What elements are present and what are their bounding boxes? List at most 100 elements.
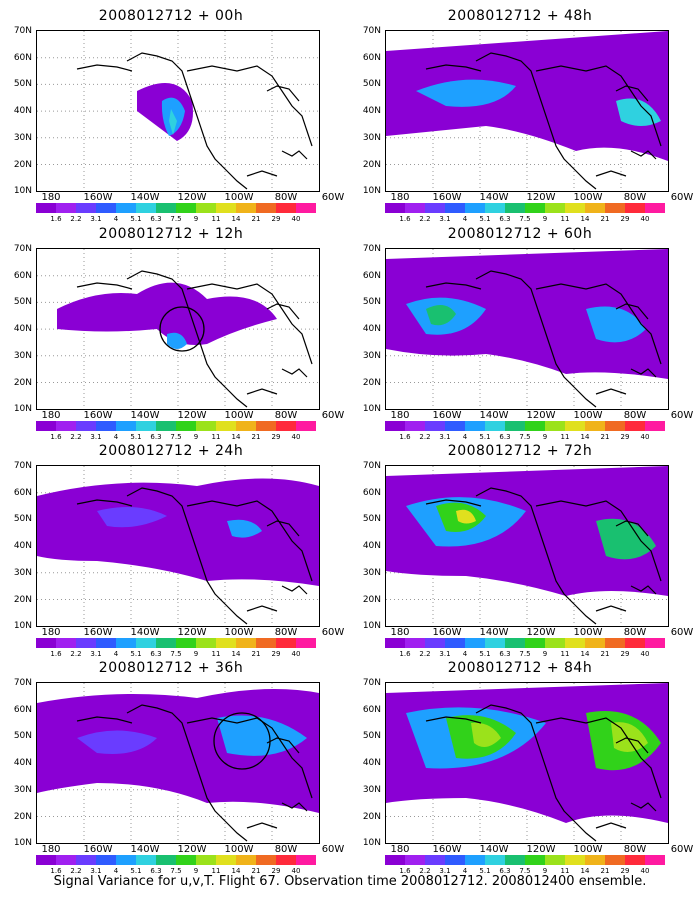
colorbar-label: 9 bbox=[542, 650, 548, 658]
colorbar-label: 14 bbox=[231, 433, 241, 441]
latitude-tick-label: 30N bbox=[13, 350, 32, 361]
colorbar-label: 3.1 bbox=[439, 433, 451, 441]
colorbar bbox=[36, 421, 316, 431]
longitude-tick-label: 100W bbox=[224, 844, 254, 855]
panel-title: 2008012712 + 00h bbox=[98, 8, 244, 24]
variance-contour bbox=[97, 507, 167, 528]
longitude-tick-label: 80W bbox=[274, 192, 298, 203]
colorbar-swatch bbox=[36, 638, 56, 648]
colorbar-swatch bbox=[425, 855, 445, 865]
colorbar-label: 7.5 bbox=[519, 433, 531, 441]
colorbar-label: 40 bbox=[291, 215, 301, 223]
colorbar-label: 29 bbox=[620, 650, 630, 658]
colorbar-label: 6.3 bbox=[499, 650, 511, 658]
colorbar-swatch bbox=[156, 421, 176, 431]
latitude-tick-label: 70N bbox=[362, 678, 381, 688]
colorbar-label: 29 bbox=[271, 215, 281, 223]
panel-title: 2008012712 + 84h bbox=[447, 660, 593, 676]
longitude-tick-label: 140W bbox=[130, 192, 160, 203]
colorbar-label: 1.6 bbox=[50, 650, 62, 658]
colorbar-label: 3.1 bbox=[90, 650, 102, 658]
colorbar-swatch bbox=[216, 203, 236, 213]
latitude-tick-label: 60N bbox=[13, 270, 32, 281]
colorbar-labels: 1.6 2.2 3.1 4 5.1 6.3 7.5 9 11 14 21 29 40 bbox=[385, 650, 665, 660]
longitude-tick-label: 120W bbox=[526, 410, 556, 421]
longitude-tick-label: 60W bbox=[321, 192, 345, 203]
map-panel: 2008012712 + 00h 70N 60N 50N 40N 30N 20N 10N 180… bbox=[6, 8, 345, 226]
variance-map bbox=[37, 683, 319, 843]
colorbar-swatch bbox=[76, 203, 96, 213]
colorbar-label: 9 bbox=[193, 433, 199, 441]
variance-map bbox=[386, 683, 668, 843]
colorbar-swatch bbox=[176, 638, 196, 648]
colorbar-swatch bbox=[116, 421, 136, 431]
colorbar-label: 1.6 bbox=[399, 650, 411, 658]
longitude-tick-label: 180 bbox=[41, 844, 61, 855]
longitude-tick-label: 100W bbox=[573, 627, 603, 638]
colorbar-swatch bbox=[405, 203, 425, 213]
variance-contour bbox=[416, 79, 516, 107]
colorbar-swatch bbox=[156, 203, 176, 213]
colorbar-label: 2.2 bbox=[419, 215, 431, 223]
variance-contour bbox=[227, 519, 262, 538]
longitude-tick-label: 120W bbox=[177, 627, 207, 638]
latitude-tick-label: 50N bbox=[362, 297, 381, 308]
colorbar-label: 5.1 bbox=[130, 215, 142, 223]
colorbar-label: 5.1 bbox=[479, 215, 491, 223]
longitude-tick-label: 120W bbox=[526, 844, 556, 855]
latitude-tick-label: 40N bbox=[13, 324, 32, 335]
colorbar-swatch bbox=[176, 421, 196, 431]
latitude-tick-label: 70N bbox=[13, 244, 32, 254]
latitude-tick-label: 30N bbox=[362, 132, 381, 143]
latitude-tick-label: 30N bbox=[362, 350, 381, 361]
longitude-tick-label: 180 bbox=[390, 192, 410, 203]
colorbar-label: 29 bbox=[620, 867, 630, 875]
colorbar-label: 4 bbox=[113, 433, 119, 441]
latitude-tick-label: 70N bbox=[362, 461, 381, 471]
longitude-tick-label: 100W bbox=[224, 410, 254, 421]
colorbar-swatch bbox=[545, 421, 565, 431]
colorbar-swatch bbox=[605, 855, 625, 865]
colorbar-label: 40 bbox=[640, 215, 650, 223]
colorbar-swatch bbox=[156, 855, 176, 865]
latitude-tick-label: 70N bbox=[362, 244, 381, 254]
panel-title: 2008012712 + 60h bbox=[447, 226, 593, 242]
colorbar-label: 5.1 bbox=[479, 433, 491, 441]
colorbar-label: 3.1 bbox=[439, 215, 451, 223]
colorbar-label: 5.1 bbox=[130, 433, 142, 441]
colorbar-label: 14 bbox=[580, 650, 590, 658]
colorbar-swatch bbox=[196, 421, 216, 431]
longitude-tick-label: 140W bbox=[479, 844, 509, 855]
colorbar-label: 2.2 bbox=[70, 215, 82, 223]
colorbar-swatch bbox=[585, 638, 605, 648]
colorbar-labels: 1.6 2.2 3.1 4 5.1 6.3 7.5 9 11 14 21 29 40 bbox=[36, 650, 316, 660]
colorbar-swatch bbox=[196, 203, 216, 213]
map-area bbox=[385, 465, 669, 627]
colorbar-label: 4 bbox=[462, 433, 468, 441]
coastline bbox=[425, 52, 662, 190]
panel-title: 2008012712 + 12h bbox=[98, 226, 244, 242]
colorbar-swatch bbox=[605, 638, 625, 648]
colorbar-swatch bbox=[505, 638, 525, 648]
latitude-tick-label: 40N bbox=[362, 106, 381, 117]
map-panel: 2008012712 + 60h 70N 60N 50N 40N 30N 20N 10N 180… bbox=[355, 226, 694, 444]
colorbar-swatch bbox=[445, 203, 465, 213]
longitude-tick-label: 140W bbox=[479, 410, 509, 421]
colorbar-swatch bbox=[405, 638, 425, 648]
colorbar-label: 2.2 bbox=[419, 867, 431, 875]
colorbar-label: 40 bbox=[291, 650, 301, 658]
colorbar-label: 7.5 bbox=[170, 867, 182, 875]
map-area bbox=[36, 682, 320, 844]
variance-contour bbox=[456, 509, 476, 524]
panel-title: 2008012712 + 24h bbox=[98, 443, 244, 459]
longitude-tick-label: 80W bbox=[623, 410, 647, 421]
coastline bbox=[425, 487, 662, 625]
colorbar-swatch bbox=[585, 203, 605, 213]
colorbar-label: 40 bbox=[640, 650, 650, 658]
colorbar-label: 4 bbox=[113, 867, 119, 875]
variance-map bbox=[37, 31, 319, 191]
colorbar-label: 21 bbox=[600, 433, 610, 441]
panel-title: 2008012712 + 72h bbox=[447, 443, 593, 459]
colorbar-label: 11 bbox=[560, 650, 570, 658]
latitude-tick-label: 40N bbox=[362, 758, 381, 769]
